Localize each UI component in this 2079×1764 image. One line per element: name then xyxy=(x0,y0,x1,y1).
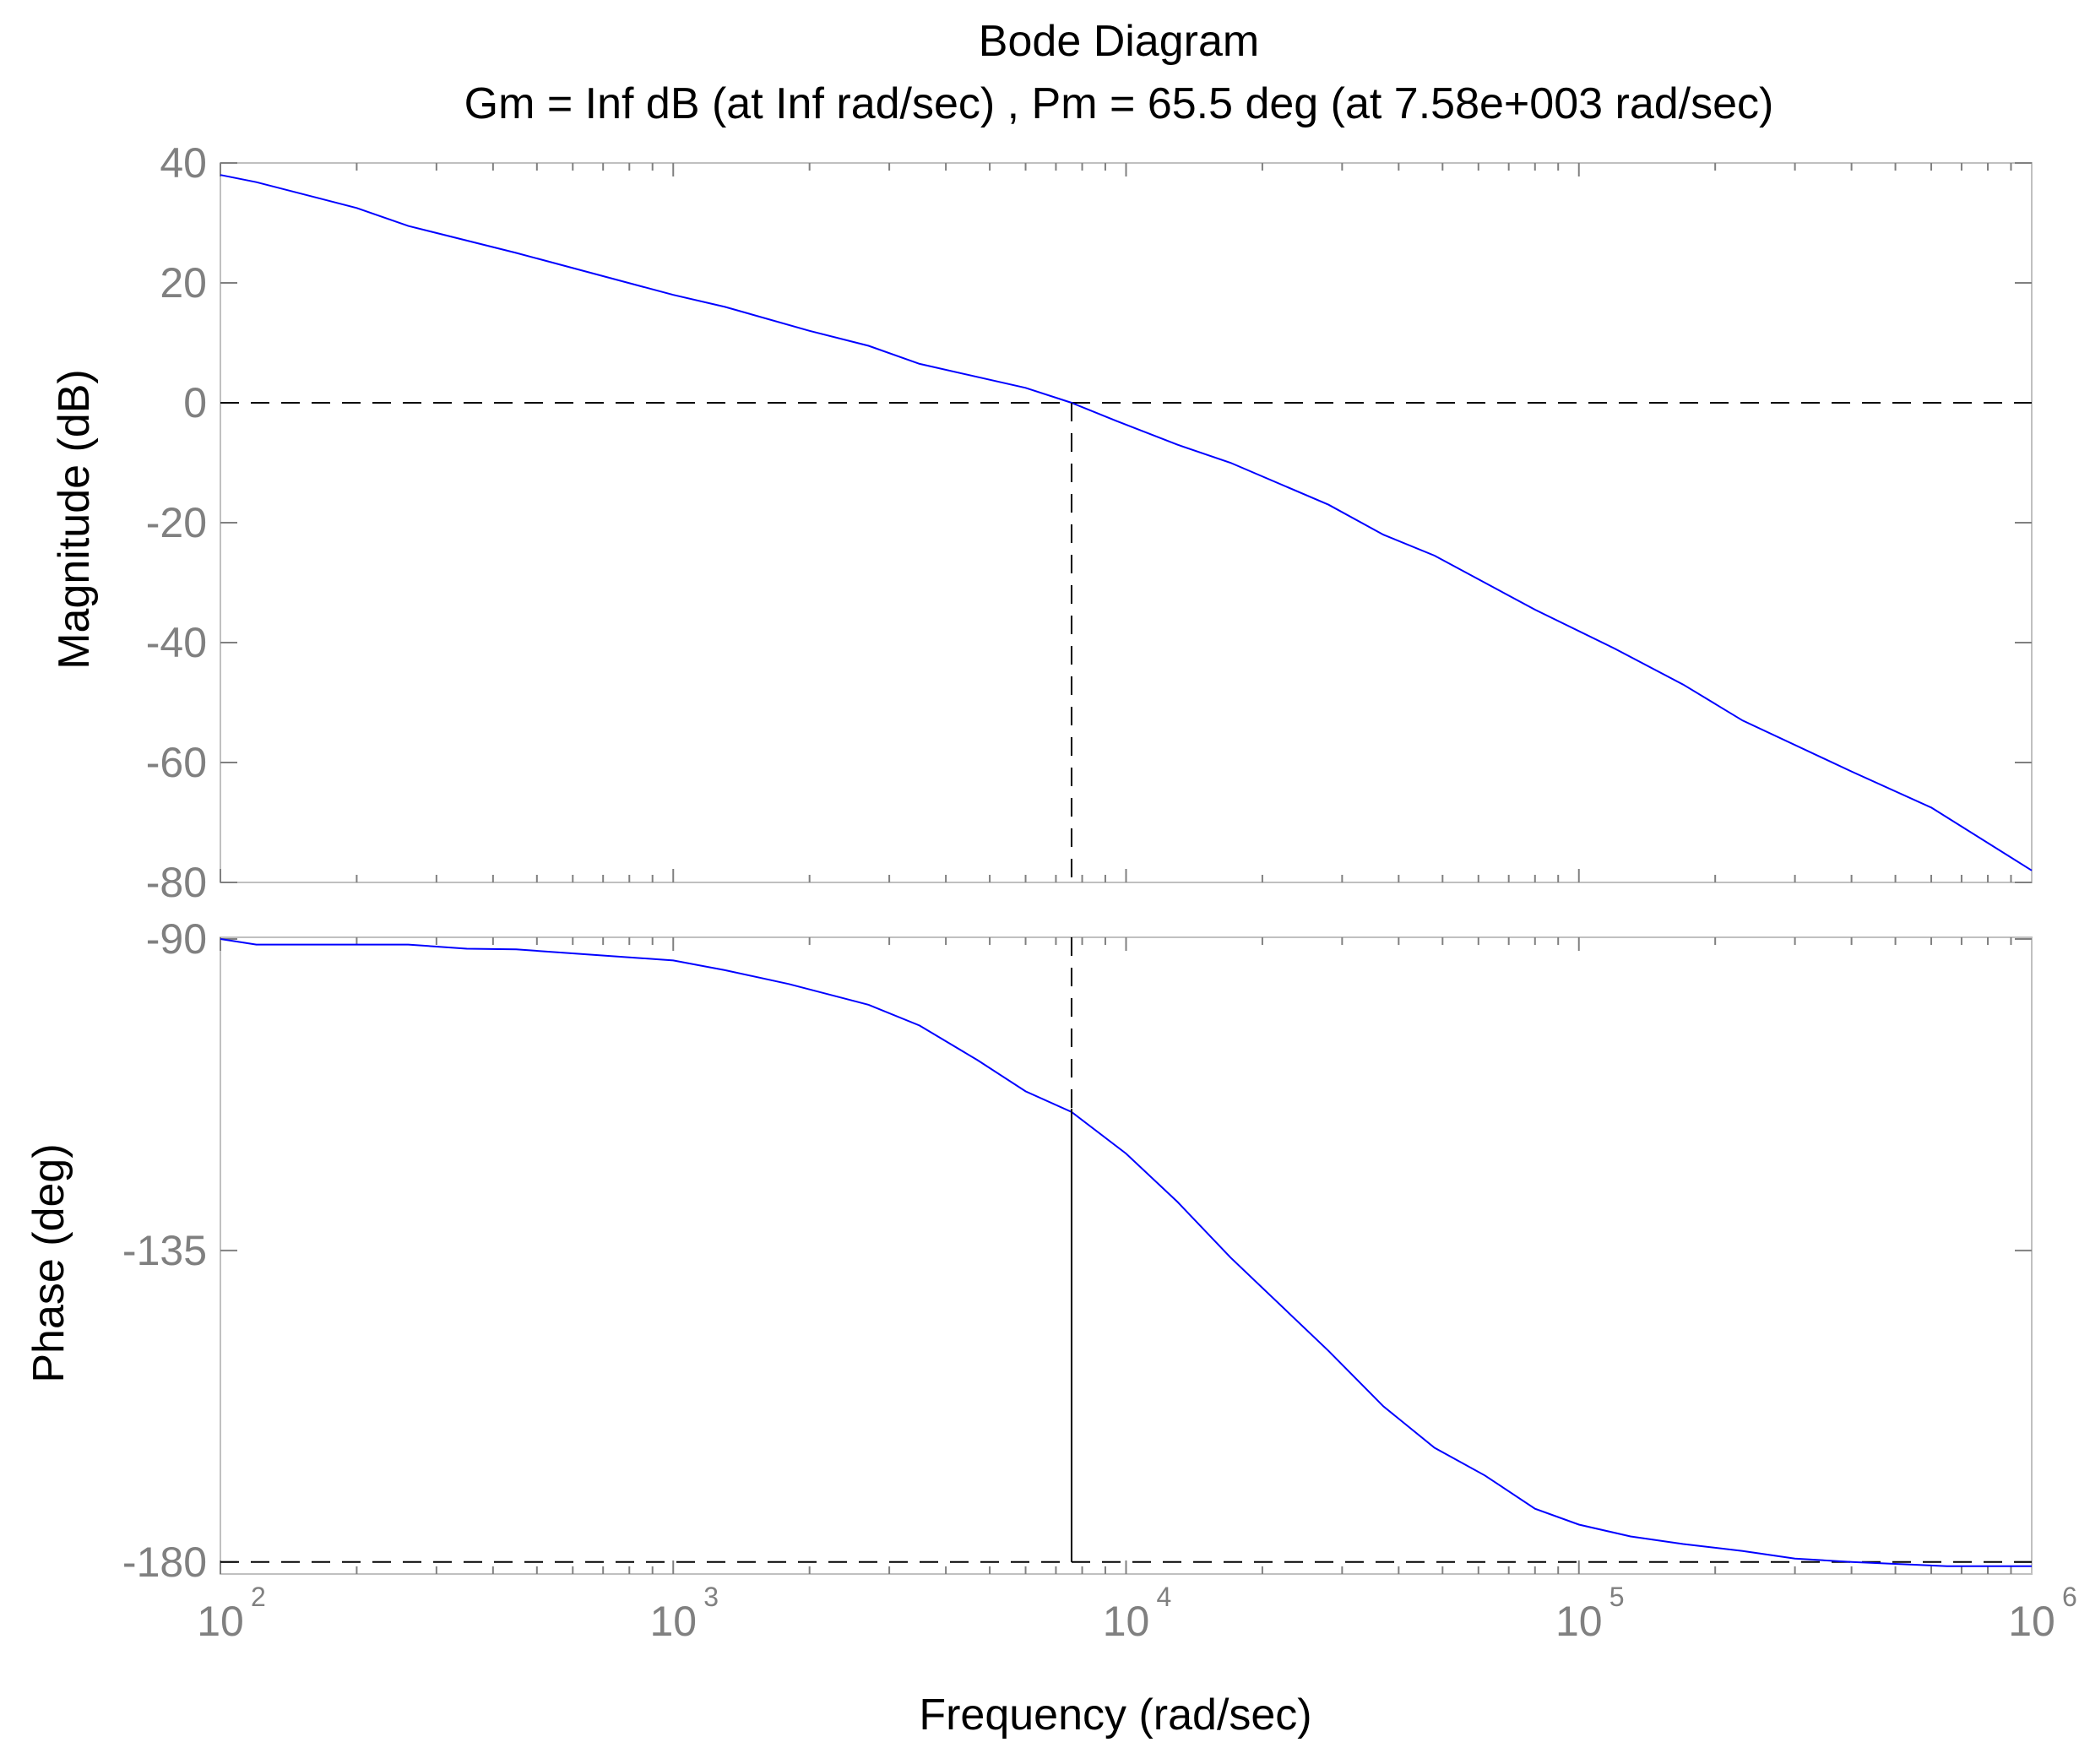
phase-response-line xyxy=(220,938,2032,1567)
magnitude-y-tick-label: 40 xyxy=(160,139,207,187)
x-tick-label-exponent: 4 xyxy=(1157,1582,1172,1612)
magnitude-y-tick-label: -60 xyxy=(146,739,207,786)
chart-subtitle: Gm = Inf dB (at Inf rad/sec) , Pm = 65.5… xyxy=(464,79,1774,128)
magnitude-axis-label: Magnitude (dB) xyxy=(50,369,99,670)
x-tick-label-base: 10 xyxy=(197,1598,244,1645)
x-tick-label-exponent: 6 xyxy=(2062,1582,2077,1612)
x-tick-label-base: 10 xyxy=(1555,1598,1603,1645)
x-tick-label: 106 xyxy=(2008,1582,2077,1645)
magnitude-plot-frame xyxy=(220,162,2033,883)
chart-title: Bode Diagram xyxy=(979,17,1259,66)
x-tick-label: 105 xyxy=(1555,1582,1625,1645)
x-tick-label: 103 xyxy=(649,1582,719,1645)
x-tick-label-exponent: 5 xyxy=(1609,1582,1625,1612)
magnitude-y-tick-label: -80 xyxy=(146,859,207,906)
x-tick-label-exponent: 3 xyxy=(703,1582,719,1612)
x-tick-label: 104 xyxy=(1103,1582,1172,1645)
magnitude-y-tick-label: 20 xyxy=(160,259,207,307)
x-tick-label-base: 10 xyxy=(2008,1598,2055,1645)
x-tick-label-exponent: 2 xyxy=(251,1582,266,1612)
magnitude-response-line xyxy=(220,174,2033,871)
phase-y-tick-label: -135 xyxy=(122,1227,207,1274)
x-axis-label: Frequency (rad/sec) xyxy=(919,1691,1311,1740)
x-tick-label-base: 10 xyxy=(649,1598,697,1645)
phase-y-tick-label: -90 xyxy=(146,915,207,963)
phase-y-tick-label: -180 xyxy=(122,1539,207,1586)
magnitude-y-tick-label: 0 xyxy=(183,379,207,426)
magnitude-y-tick-label: -40 xyxy=(146,619,207,666)
magnitude-y-tick-label: -20 xyxy=(146,499,207,546)
phase-axis-label: Phase (deg) xyxy=(24,1143,73,1382)
x-tick-label: 102 xyxy=(197,1582,266,1645)
phase-plot-frame xyxy=(220,936,2033,1575)
x-tick-label-base: 10 xyxy=(1103,1598,1150,1645)
